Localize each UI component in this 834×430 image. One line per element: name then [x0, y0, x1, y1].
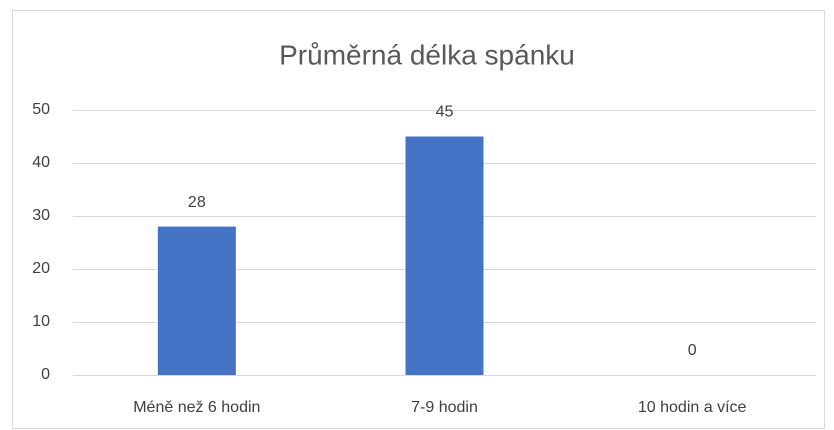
- y-tick-label: 10: [32, 313, 50, 330]
- y-tick-label: 0: [41, 366, 50, 383]
- data-label: 45: [436, 104, 454, 121]
- y-tick-label: 20: [32, 260, 50, 277]
- x-tick-label: 7-9 hodin: [411, 399, 478, 416]
- x-tick-label: Méně než 6 hodin: [133, 399, 260, 416]
- chart-title: Průměrná délka spánku: [279, 39, 575, 70]
- y-tick-label: 50: [32, 101, 50, 118]
- bar: [405, 136, 484, 375]
- data-label: 0: [688, 342, 697, 359]
- x-tick-label: 10 hodin a více: [638, 399, 747, 416]
- data-label: 28: [188, 194, 206, 211]
- bar: [157, 226, 236, 375]
- y-tick-label: 30: [32, 207, 50, 224]
- y-tick-label: 40: [32, 154, 50, 171]
